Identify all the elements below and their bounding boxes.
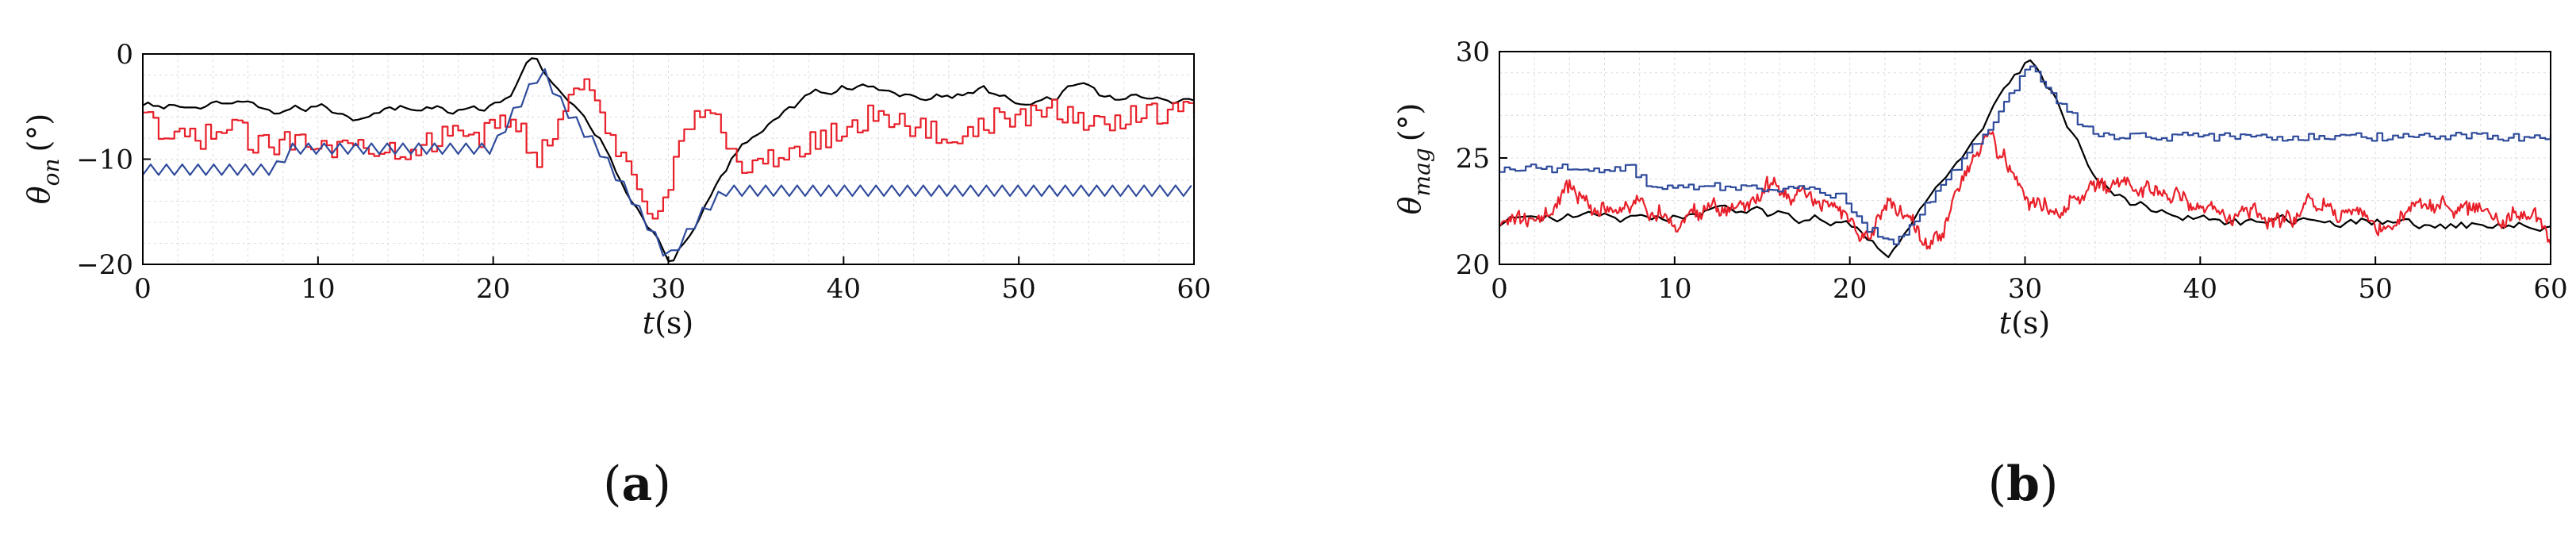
panel-label-a: (a) [603, 456, 671, 512]
x-tick-label: 20 [476, 273, 510, 305]
panel-b: 0 10 20 30 40 50 60 20 25 30 t(s) θmag(°) (b) [1392, 37, 2568, 512]
panel-label-b: (b) [1988, 456, 2059, 512]
y-axis-label-b: θmag(°) [1392, 103, 1435, 215]
y-tick-label: −10 [76, 144, 133, 176]
panel-a: 0 10 20 30 40 50 60 −20 −10 0 t(s) θon(°) (a) [21, 39, 1211, 512]
x-tick-label: 30 [651, 273, 685, 305]
y-axis-label-a: θon(°) [21, 114, 64, 204]
ticks-b: 0 10 20 30 40 50 60 20 25 30 [1456, 37, 2568, 305]
x-tick-label: 0 [134, 273, 152, 305]
x-tick-label: 60 [2533, 273, 2567, 305]
x-axis-label-b: t(s) [1999, 306, 2050, 341]
x-tick-label: 40 [827, 273, 861, 305]
y-tick-label: 20 [1456, 249, 1490, 281]
x-tick-label: 50 [2359, 273, 2393, 305]
x-tick-label: 20 [1833, 273, 1867, 305]
x-axis-label-a: t(s) [643, 306, 693, 341]
x-tick-label: 0 [1491, 273, 1508, 305]
series-line-1 [1499, 59, 2551, 259]
y-tick-label: 25 [1456, 143, 1490, 175]
x-tick-label: 30 [2008, 273, 2042, 305]
series-line-3 [1499, 65, 2552, 245]
x-tick-label: 10 [1657, 273, 1691, 305]
series-group-b [1499, 59, 2552, 259]
x-tick-label: 10 [301, 273, 335, 305]
x-tick-label: 40 [2183, 273, 2217, 305]
series-line-2 [143, 78, 1196, 220]
series-line-2 [1499, 131, 2552, 250]
series-line-3 [142, 67, 1192, 257]
grid-b [1499, 52, 2551, 264]
ticks-a: 0 10 20 30 40 50 60 −20 −10 0 [76, 39, 1211, 305]
y-tick-label: 30 [1456, 37, 1490, 68]
x-tick-label: 60 [1177, 273, 1211, 305]
x-tick-label: 50 [1002, 273, 1036, 305]
y-tick-label: −20 [76, 249, 133, 281]
y-tick-label: 0 [116, 39, 133, 71]
